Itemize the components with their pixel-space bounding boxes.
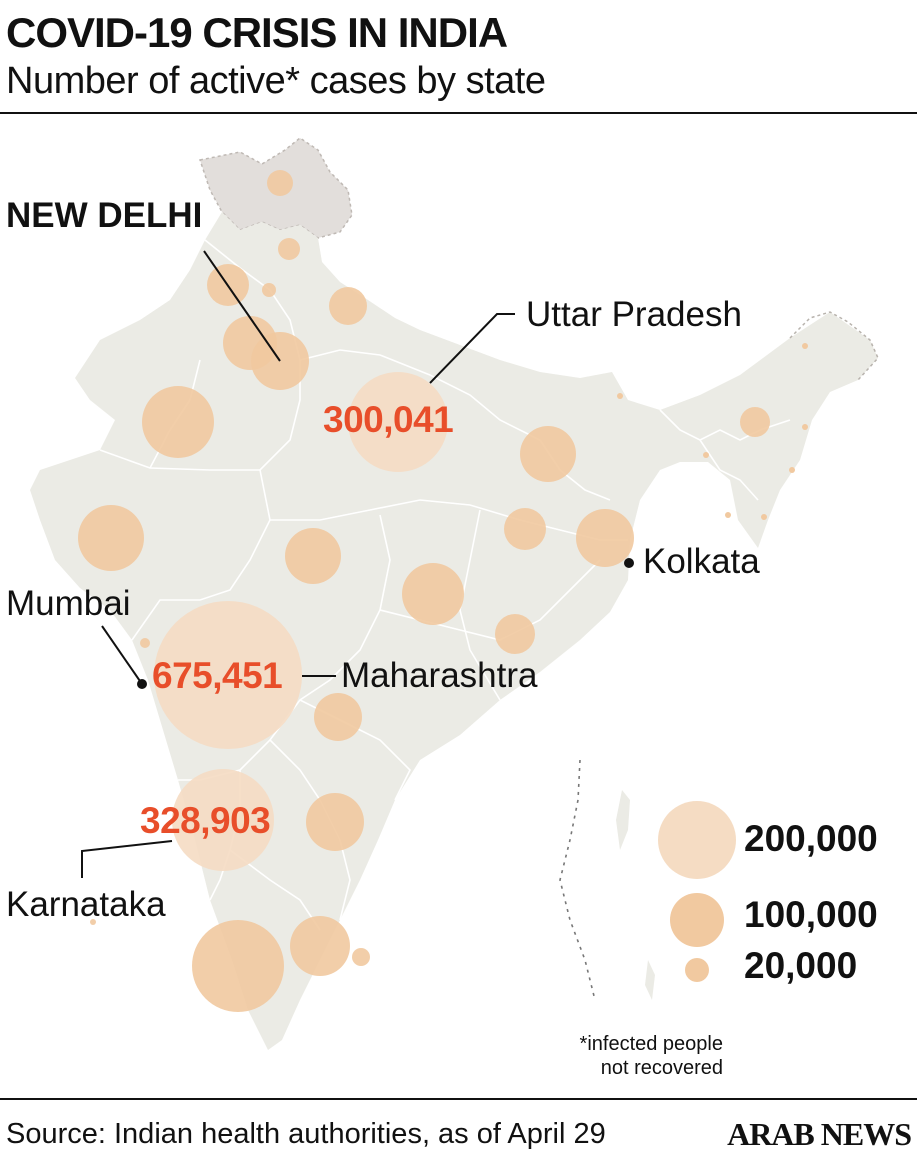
nicobar-islands — [645, 960, 655, 1000]
value-uttar-pradesh: 300,041 — [323, 399, 454, 440]
bubble-sikkim — [617, 393, 623, 399]
legend-label-200000: 200,000 — [744, 818, 878, 859]
legend-bubble-100000 — [670, 893, 724, 947]
bubble-gujarat — [78, 505, 144, 571]
value-maharashtra: 675,451 — [152, 655, 283, 696]
leader-karnataka — [81, 840, 173, 878]
bubble-dnh-daman — [140, 638, 150, 648]
bubble-arunachal — [802, 343, 808, 349]
leader-lines — [81, 250, 515, 878]
bubble-chhattisgarh — [402, 563, 464, 625]
andaman-islands — [616, 790, 630, 850]
bubble-karnataka — [172, 769, 274, 871]
bubble-meghalaya — [703, 452, 709, 458]
label-karnataka: Karnataka — [6, 885, 166, 924]
leader-uttar-pradesh — [429, 313, 515, 384]
kolkata-dot — [624, 558, 634, 568]
bubble-nagaland — [802, 424, 808, 430]
bubble-himachal — [278, 238, 300, 260]
bubble-jharkhand — [504, 508, 546, 550]
bubble-uttarakhand — [329, 287, 367, 325]
legend-bubble-20000 — [685, 958, 709, 982]
bubble-puducherry — [352, 948, 370, 966]
leader-mumbai — [101, 625, 143, 685]
legend-label-20000: 20,000 — [744, 945, 858, 986]
case-bubbles — [78, 170, 808, 1012]
bubble-jammu-kashmir — [267, 170, 293, 196]
infographic-title: COVID-19 CRISIS IN INDIA — [6, 9, 508, 56]
india-map — [30, 137, 879, 1050]
legend-bubble-200000 — [658, 801, 736, 879]
bubble-tamil-nadu — [290, 916, 350, 976]
label-maharashtra: Maharashtra — [341, 656, 538, 695]
label-kolkata: Kolkata — [643, 542, 760, 581]
leader-new-delhi — [203, 250, 281, 362]
bubble-assam — [740, 407, 770, 437]
label-uttar-pradesh: Uttar Pradesh — [526, 295, 742, 334]
bubble-telangana — [314, 693, 362, 741]
bubble-andhra-pradesh — [306, 793, 364, 851]
value-karnataka: 328,903 — [140, 800, 271, 841]
legend-bubbles — [658, 801, 736, 982]
footnote-line-2: not recovered — [600, 1057, 723, 1079]
bubble-tripura — [725, 512, 731, 518]
top-divider — [0, 112, 917, 114]
bubble-manipur — [789, 467, 795, 473]
bubble-west-bengal — [576, 509, 634, 567]
bubble-maharashtra — [154, 601, 302, 749]
bubble-madhya-pradesh — [285, 528, 341, 584]
label-new-delhi: NEW DELHI — [6, 196, 203, 235]
bubble-rajasthan — [142, 386, 214, 458]
source-note: Source: Indian health authorities, as of… — [6, 1118, 606, 1150]
islands-boundary — [559, 759, 596, 1001]
bottom-divider — [0, 1098, 917, 1100]
bubble-chandigarh — [262, 283, 276, 297]
bubble-kerala — [192, 920, 284, 1012]
infographic-subtitle: Number of active* cases by state — [6, 60, 546, 102]
brand-logo: ARAB NEWS — [727, 1116, 912, 1152]
bubble-bihar — [520, 426, 576, 482]
label-mumbai: Mumbai — [6, 584, 131, 623]
bubble-lakshadweep — [90, 919, 96, 925]
bubble-odisha — [495, 614, 535, 654]
legend-label-100000: 100,000 — [744, 894, 878, 935]
footnote: *infected people not recovered — [503, 1032, 723, 1080]
bubble-mizoram — [761, 514, 767, 520]
bubble-uttar-pradesh — [348, 372, 448, 472]
mumbai-dot — [137, 679, 147, 689]
footnote-line-1: *infected people — [579, 1033, 723, 1055]
